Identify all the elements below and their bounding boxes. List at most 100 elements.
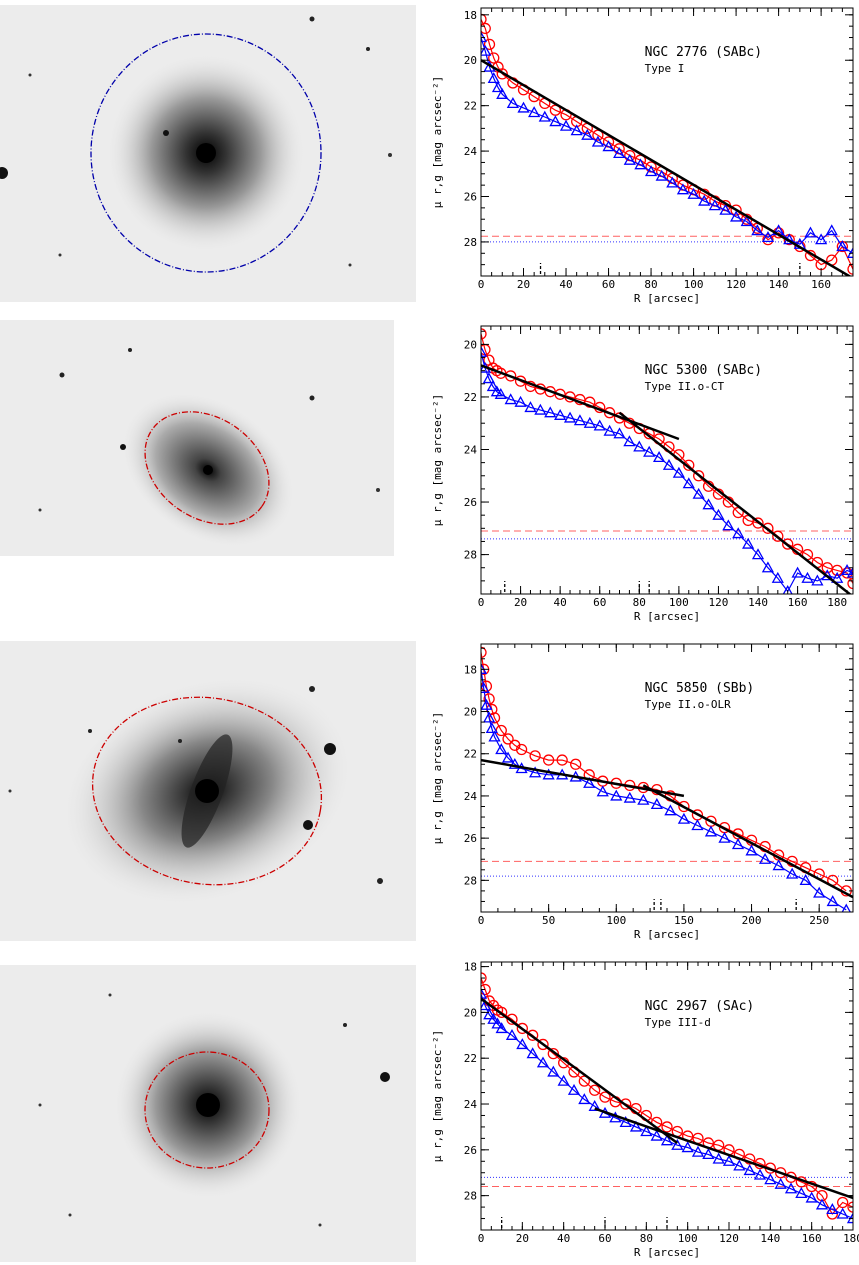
galaxy-image-svg <box>8 675 383 907</box>
plot-frame <box>480 325 854 595</box>
data-point-g <box>774 1177 787 1189</box>
profile-type-label: Type III-d <box>645 1016 711 1029</box>
profile-plot-ngc2776: 0 20 40 60 80 100 120 140 160 18 20 22 24 26 28 R [arcs… <box>400 0 859 310</box>
y-tick-label: 20 <box>464 338 477 351</box>
data-point-g <box>826 1203 839 1215</box>
data-point-g <box>660 1134 674 1146</box>
star <box>38 508 42 512</box>
data-point-g <box>650 1129 663 1141</box>
data-point-g <box>718 831 731 843</box>
x-axis-label: R [arcsec] <box>634 610 700 623</box>
data-point-g <box>745 844 758 856</box>
data-point-g <box>542 768 555 780</box>
data-point-g <box>494 387 507 399</box>
star <box>377 878 383 884</box>
data-point-r <box>481 646 487 659</box>
profile-plot-ngc2967: 0 20 40 60 80 100 120 140 160 180 18 20 22 24 26 28 R [a… <box>400 954 859 1264</box>
data-point-g <box>772 859 785 871</box>
data-point-g <box>751 224 764 236</box>
profile-line-g <box>481 669 847 911</box>
data-point-g <box>506 97 519 109</box>
data-point-r <box>483 38 496 50</box>
data-point-g <box>712 508 725 520</box>
data-point-g <box>729 210 743 222</box>
data-point-g <box>495 743 508 755</box>
x-tick-label: 0 <box>478 914 485 927</box>
data-point-g <box>538 110 551 122</box>
data-point-g <box>702 1148 715 1160</box>
x-tick-label: 100 <box>669 596 689 609</box>
data-point-g <box>644 165 658 177</box>
data-point-g <box>753 1168 767 1180</box>
data-point-g <box>791 566 804 578</box>
y-tick-label: 26 <box>464 1144 477 1157</box>
data-point-g <box>795 1187 808 1199</box>
profile-plot-svg: 0 20 40 60 80 100 120 140 160 180 18 20 22 24 26 28 R [a… <box>431 961 859 1259</box>
data-point-g <box>483 711 496 723</box>
data-point-g <box>505 1028 519 1040</box>
plot-area <box>481 13 853 276</box>
x-axis-label: R [arcsec] <box>634 292 700 305</box>
data-point-r <box>752 517 764 529</box>
data-point-g <box>804 226 817 238</box>
data-point-r <box>661 1121 673 1133</box>
y-tick-label: 20 <box>464 1006 477 1019</box>
data-point-g <box>596 785 609 797</box>
x-tick-label: 60 <box>602 278 615 291</box>
exponential-fit-line <box>481 364 680 441</box>
star <box>309 395 315 401</box>
data-point-g <box>613 427 626 439</box>
data-point-g <box>786 867 799 879</box>
profile-type-label: Type II.o-CT <box>645 380 725 393</box>
star <box>324 743 336 755</box>
y-tick-label: 28 <box>464 1190 477 1203</box>
data-point-g <box>740 215 753 227</box>
data-point-g <box>637 793 650 805</box>
data-point-r <box>515 743 528 756</box>
data-point-g <box>482 372 496 384</box>
star <box>163 130 169 136</box>
data-point-g <box>742 537 755 549</box>
data-point-g <box>662 458 676 470</box>
data-point-g <box>826 895 839 907</box>
y-tick-label: 18 <box>464 9 477 22</box>
data-point-r <box>599 1091 611 1103</box>
data-point-g <box>634 158 647 170</box>
y-tick-label: 26 <box>464 496 477 509</box>
star <box>88 729 92 733</box>
galaxy-image-ngc2967 <box>0 965 416 1262</box>
data-point-g <box>722 519 735 531</box>
x-tick-label: 250 <box>809 914 829 927</box>
galaxy-name-label: NGC 5850 (SBb) <box>645 681 755 696</box>
x-tick-label: 80 <box>644 278 657 291</box>
plot-area <box>481 972 853 1224</box>
profile-type-label: Type II.o-OLR <box>645 698 731 711</box>
data-point-g <box>671 1138 684 1150</box>
data-point-r <box>589 1084 601 1096</box>
x-tick-label: 120 <box>709 596 729 609</box>
x-tick-label: 80 <box>640 1232 653 1245</box>
x-tick-label: 160 <box>788 596 808 609</box>
x-axis-label: R [arcsec] <box>634 928 700 941</box>
data-point-g <box>488 730 501 742</box>
data-point-r <box>847 577 853 590</box>
data-point-g <box>722 1154 736 1166</box>
data-point-g <box>687 187 700 199</box>
data-point-g <box>544 406 557 418</box>
data-point-g <box>708 199 721 211</box>
data-point-g <box>491 1017 504 1029</box>
data-point-g <box>529 766 542 778</box>
data-point-g <box>602 140 615 152</box>
data-point-g <box>836 240 849 252</box>
data-point-g <box>481 698 493 710</box>
x-tick-label: 100 <box>684 278 704 291</box>
x-tick-label: 50 <box>542 914 555 927</box>
data-point-g <box>731 838 745 850</box>
data-point-g <box>666 176 679 188</box>
x-tick-label: 60 <box>598 1232 611 1245</box>
data-point-g <box>547 1065 560 1077</box>
data-point-g <box>841 903 851 912</box>
star <box>128 348 132 352</box>
galaxy-name-label: NGC 5300 (SABc) <box>645 363 762 378</box>
data-point-r <box>481 13 487 26</box>
